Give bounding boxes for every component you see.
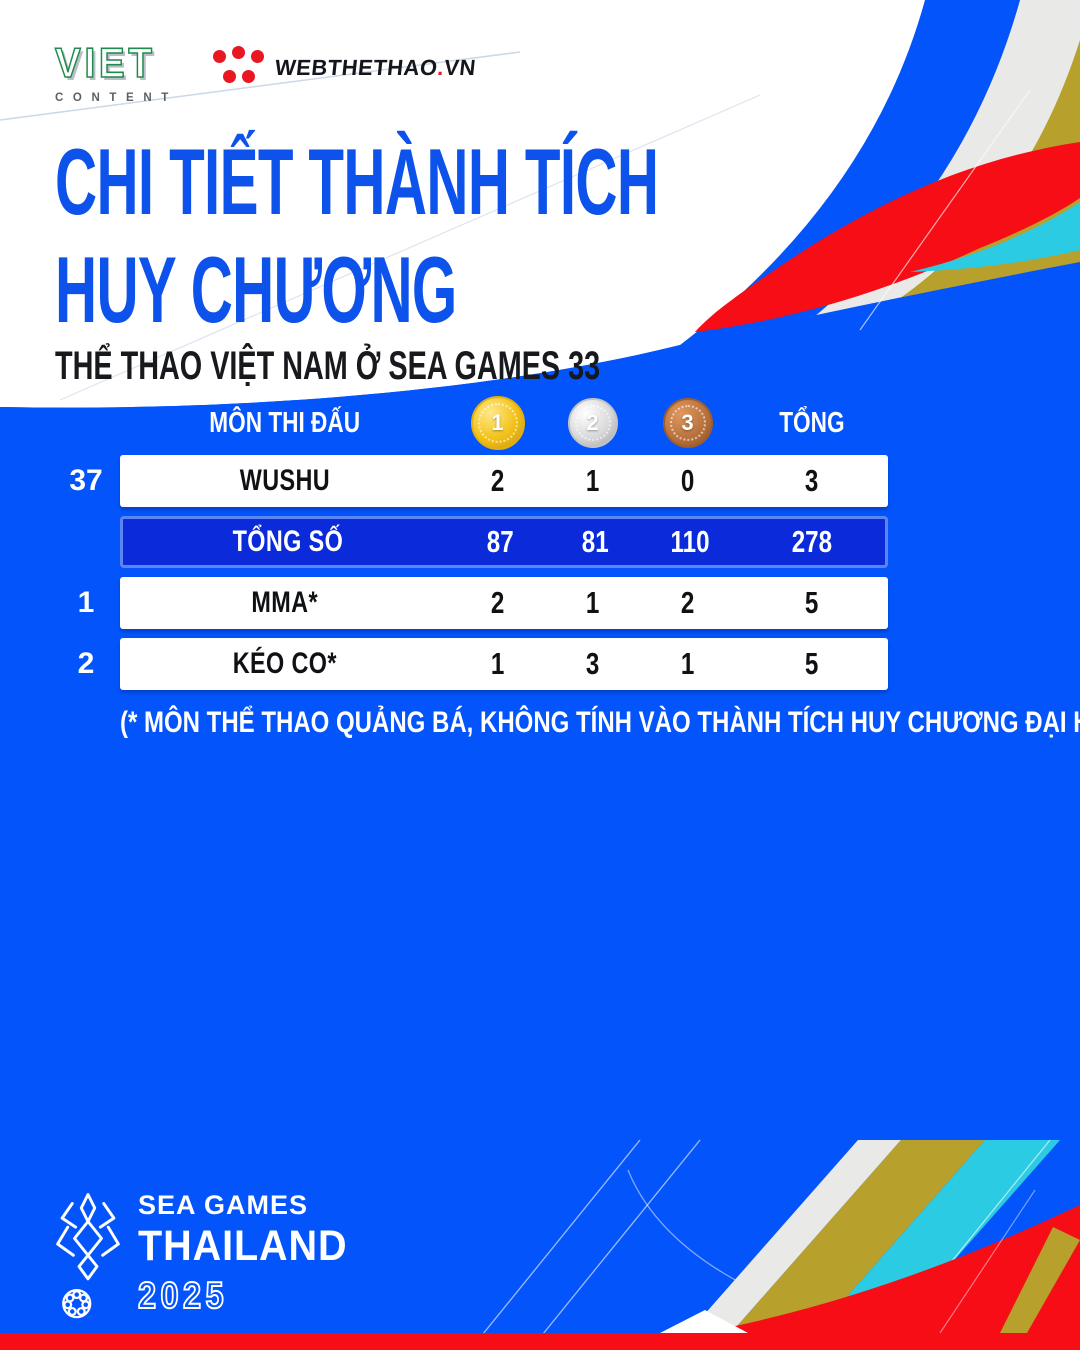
silver-count: 1 <box>585 463 600 498</box>
total-count: 278 <box>791 524 832 559</box>
table-row-keoco: 2 KÉO CO* 1 3 1 5 <box>52 638 888 690</box>
summary-label: TỔNG SỐ <box>232 525 344 558</box>
flower-icon <box>62 1289 92 1319</box>
row-card: WUSHU 2 1 0 3 <box>120 455 888 507</box>
row-rank: 37 <box>69 464 103 497</box>
sport-name: KÉO CO* <box>232 647 338 680</box>
silver-count: 1 <box>585 585 600 620</box>
bronze-column-header: 3 <box>640 396 735 450</box>
table-row-total: TỔNG SỐ 87 81 110 278 <box>52 516 888 568</box>
row-card: KÉO CO* 1 3 1 5 <box>120 638 888 690</box>
table-footnote: (* MÔN THỂ THAO QUẢNG BÁ, KHÔNG TÍNH VÀO… <box>120 706 1080 739</box>
rank-header-spacer <box>52 396 120 450</box>
total-column-header: TỔNG <box>778 406 845 439</box>
webthethao-logo: WEBTHETHAO.VN <box>213 46 478 90</box>
seagames-emblem-icon <box>56 1193 120 1319</box>
gold-count: 2 <box>490 463 505 498</box>
silver-medal-icon: 2 <box>567 398 618 448</box>
gold-count: 2 <box>490 585 505 620</box>
gold-count: 87 <box>487 524 514 559</box>
total-count: 5 <box>804 646 819 681</box>
event-column-header: MÔN THI ĐẤU <box>209 406 361 439</box>
sport-name: WUSHU <box>239 464 331 497</box>
bronze-count: 0 <box>680 463 695 498</box>
silver-column-header: 2 <box>545 396 640 450</box>
total-count: 3 <box>804 463 819 498</box>
seagames-event-name: SEA GAMES <box>138 1190 309 1220</box>
seagames-logo-text: SEA GAMES THAILAND 2025 <box>137 1190 366 1321</box>
viet-content-logo: VIET CONTENT <box>54 39 215 104</box>
table-header-card: MÔN THI ĐẤU 1 2 3 TỔNG <box>120 396 888 450</box>
bronze-medal-icon: 3 <box>662 398 713 448</box>
row-rank: 1 <box>77 586 95 619</box>
webthethao-wordmark: WEBTHETHAO.VN <box>273 55 478 81</box>
row-rank <box>52 516 120 568</box>
webthethao-dots-icon <box>213 46 265 90</box>
gold-count: 1 <box>490 646 505 681</box>
gold-column-header: 1 <box>450 396 545 450</box>
total-count: 5 <box>804 585 819 620</box>
seagames-2025-logo: SEA GAMES THAILAND 2025 <box>52 1190 366 1321</box>
viet-content-wordmark: VIET <box>54 39 156 86</box>
silver-count: 81 <box>582 524 609 559</box>
seagames-host: THAILAND <box>138 1222 348 1270</box>
medal-table: MÔN THI ĐẤU 1 2 3 TỔNG 37 WUSHU 2 1 0 <box>52 396 888 699</box>
table-row-wushu: 37 WUSHU 2 1 0 3 <box>52 455 888 507</box>
page-title: CHI TIẾT THÀNH TÍCH HUY CHƯƠNG <box>55 128 1028 344</box>
table-header-row: MÔN THI ĐẤU 1 2 3 TỔNG <box>52 396 888 450</box>
bronze-count: 1 <box>680 646 695 681</box>
webthethao-suffix: VN <box>443 55 478 80</box>
summary-row-card: TỔNG SỐ 87 81 110 278 <box>120 516 888 568</box>
page-subtitle: THỂ THAO VIỆT NAM Ở SEA GAMES 33 <box>55 344 601 388</box>
seagames-year: 2025 <box>137 1274 229 1317</box>
page-title-line1: CHI TIẾT THÀNH TÍCH <box>55 129 659 234</box>
table-row-mma: 1 MMA* 2 1 2 5 <box>52 577 888 629</box>
bronze-count: 2 <box>680 585 695 620</box>
sport-name: MMA* <box>251 586 319 619</box>
webthethao-label: WEBTHETHAO <box>273 55 440 80</box>
page-title-line2: HUY CHƯƠNG <box>55 237 457 342</box>
silver-count: 3 <box>585 646 600 681</box>
row-card: MMA* 2 1 2 5 <box>120 577 888 629</box>
row-rank: 2 <box>77 647 95 680</box>
viet-content-subtext: CONTENT <box>55 90 178 104</box>
bronze-count: 110 <box>670 524 710 559</box>
gold-medal-icon: 1 <box>470 396 525 450</box>
